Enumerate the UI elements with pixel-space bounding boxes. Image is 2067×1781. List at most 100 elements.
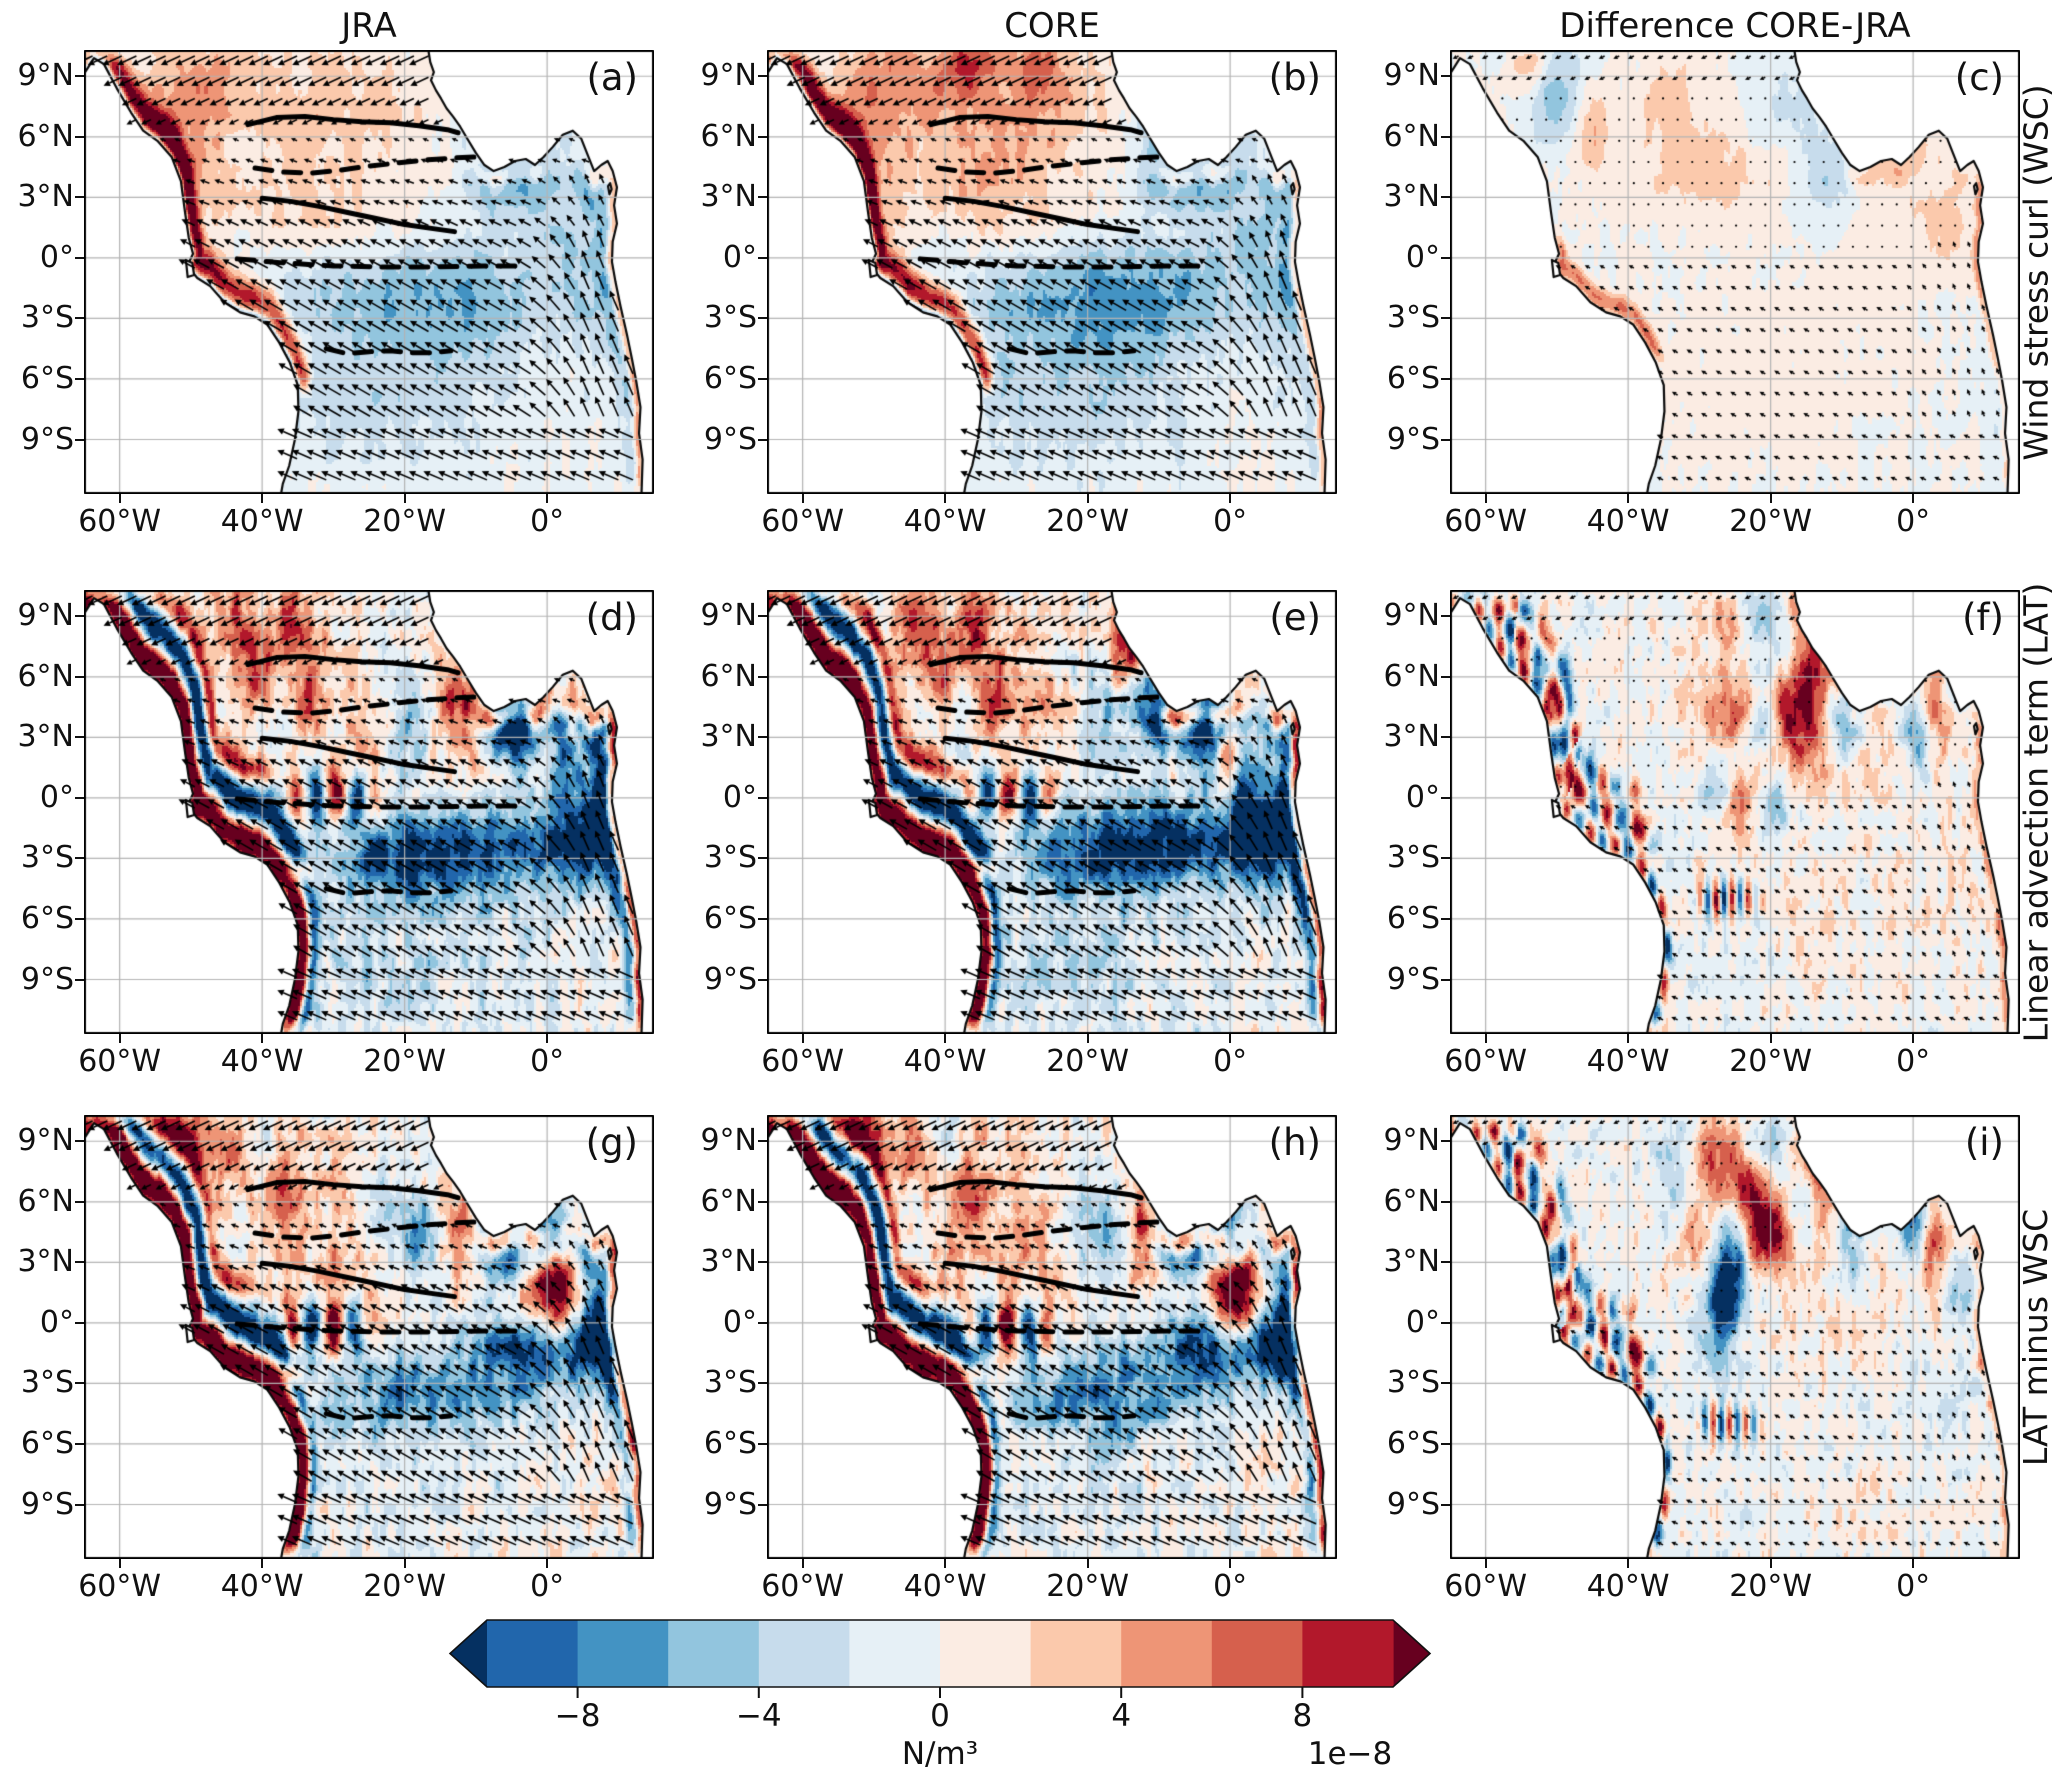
x-tick-mark [1627, 494, 1630, 503]
y-tick-label: 3°N [700, 179, 757, 215]
y-tick-label: 9°S [20, 961, 74, 997]
y-tick-mark [1441, 1140, 1450, 1143]
y-tick-mark [75, 1442, 84, 1445]
y-tick-label: 9°N [1383, 1123, 1440, 1159]
x-tick-mark [1912, 1034, 1915, 1043]
x-tick-label: 40°W [903, 504, 987, 539]
x-tick-mark [1229, 494, 1232, 503]
y-tick-label: 3°S [20, 300, 74, 336]
y-tick-label: 3°N [1383, 179, 1440, 215]
y-tick-label: 9°N [700, 58, 757, 94]
x-tick-mark [1627, 1034, 1630, 1043]
x-tick-label: 20°W [1046, 1044, 1130, 1079]
x-tick-label: 40°W [903, 1044, 987, 1079]
panel-b: (b) 9°N 6°N 3°N 0° 3°S 6°S 9°S 60°W 40°W 20°W 0° [700, 50, 1337, 539]
panel-letter-g: (g) [585, 1121, 638, 1164]
map-canvas-d [84, 590, 654, 1034]
y-tick-mark [758, 438, 767, 441]
y-tick-label: 3°S [20, 1365, 74, 1401]
y-tick-label: 3°S [703, 1365, 757, 1401]
y-tick-label: 0° [1405, 779, 1440, 815]
y-tick-mark [75, 1140, 84, 1143]
x-tick-mark [1912, 1559, 1915, 1568]
panel-letter-i: (i) [1964, 1121, 2004, 1164]
y-tick-label: 3°N [1383, 1244, 1440, 1280]
y-tick-label: 3°S [1386, 1365, 1440, 1401]
map-canvas-b [767, 50, 1337, 494]
y-tick-label: 0° [39, 239, 74, 275]
y-tick-mark [758, 917, 767, 920]
y-tick-label: 6°S [20, 360, 74, 396]
y-tick-label: 3°N [700, 719, 757, 755]
y-tick-mark [75, 196, 84, 199]
x-tick-label: 60°W [78, 1044, 162, 1079]
y-tick-mark [758, 615, 767, 618]
colorbar [440, 1610, 1440, 1710]
x-tick-label: 20°W [363, 1569, 447, 1604]
x-tick-mark [944, 1559, 947, 1568]
panel-f: (f) 9°N 6°N 3°N 0° 3°S 6°S 9°S 60°W 40°W 20°W 0° [1383, 590, 2020, 1079]
x-tick-label: 0° [1213, 504, 1248, 539]
y-tick-label: 6°S [1386, 900, 1440, 936]
y-tick-label: 0° [1405, 239, 1440, 275]
x-tick-label: 60°W [1444, 1044, 1528, 1079]
x-tick-label: 0° [1896, 1569, 1931, 1604]
y-tick-label: 6°S [20, 900, 74, 936]
x-tick-label: 0° [1213, 1569, 1248, 1604]
panel-letter-d: (d) [585, 596, 638, 639]
colorbar-tick-label: 8 [1292, 1698, 1313, 1734]
y-tick-mark [75, 796, 84, 799]
colorbar-tick-label: 4 [1111, 1698, 1132, 1734]
x-tick-label: 40°W [220, 1569, 304, 1604]
y-tick-mark [75, 1382, 84, 1385]
map-canvas-f [1450, 590, 2020, 1034]
y-tick-mark [758, 1140, 767, 1143]
y-tick-mark [75, 1261, 84, 1264]
row-label-lat-minus-wsc-text: LAT minus WSC [2016, 1208, 2056, 1466]
x-tick-label: 60°W [761, 1044, 845, 1079]
x-tick-label: 0° [1896, 504, 1931, 539]
x-tick-mark [403, 494, 406, 503]
x-tick-mark [546, 1559, 549, 1568]
y-tick-mark [758, 377, 767, 380]
y-tick-mark [75, 377, 84, 380]
map-canvas-h [767, 1115, 1337, 1559]
y-tick-mark [75, 256, 84, 259]
panel-d: (d) 9°N 6°N 3°N 0° 3°S 6°S 9°S 60°W 40°W 20°W 0° [17, 590, 654, 1079]
x-tick-label: 0° [1213, 1044, 1248, 1079]
y-tick-label: 6°N [17, 1183, 74, 1219]
colorbar-tick-label: −4 [735, 1698, 782, 1734]
x-tick-mark [1229, 1034, 1232, 1043]
y-tick-mark [758, 256, 767, 259]
y-tick-mark [75, 675, 84, 678]
y-tick-label: 9°S [1386, 1486, 1440, 1522]
y-tick-mark [1441, 377, 1450, 380]
panel-e: (e) 9°N 6°N 3°N 0° 3°S 6°S 9°S 60°W 40°W 20°W 0° [700, 590, 1337, 1079]
y-tick-label: 3°N [1383, 719, 1440, 755]
x-tick-mark [944, 494, 947, 503]
x-tick-mark [801, 1559, 804, 1568]
panel-letter-a: (a) [586, 56, 638, 99]
y-tick-mark [75, 917, 84, 920]
x-tick-mark [801, 494, 804, 503]
x-tick-mark [118, 494, 121, 503]
x-tick-label: 20°W [1046, 504, 1130, 539]
y-tick-mark [1441, 1442, 1450, 1445]
map-canvas-e [767, 590, 1337, 1034]
y-tick-mark [75, 438, 84, 441]
x-tick-label: 40°W [1586, 1569, 1670, 1604]
colorbar-unit-label: N/m³ [901, 1736, 979, 1772]
y-tick-label: 3°S [703, 840, 757, 876]
y-tick-mark [1441, 675, 1450, 678]
y-tick-mark [1441, 1200, 1450, 1203]
y-tick-mark [1441, 75, 1450, 78]
y-tick-label: 6°S [1386, 1425, 1440, 1461]
x-tick-label: 40°W [220, 504, 304, 539]
x-tick-label: 60°W [1444, 1569, 1528, 1604]
colorbar-offset-label: 1e−8 [1307, 1736, 1393, 1772]
x-tick-mark [546, 494, 549, 503]
y-tick-mark [758, 75, 767, 78]
panel-c: (c) 9°N 6°N 3°N 0° 3°S 6°S 9°S 60°W 40°W 20°W 0° [1383, 50, 2020, 539]
x-tick-mark [403, 1559, 406, 1568]
